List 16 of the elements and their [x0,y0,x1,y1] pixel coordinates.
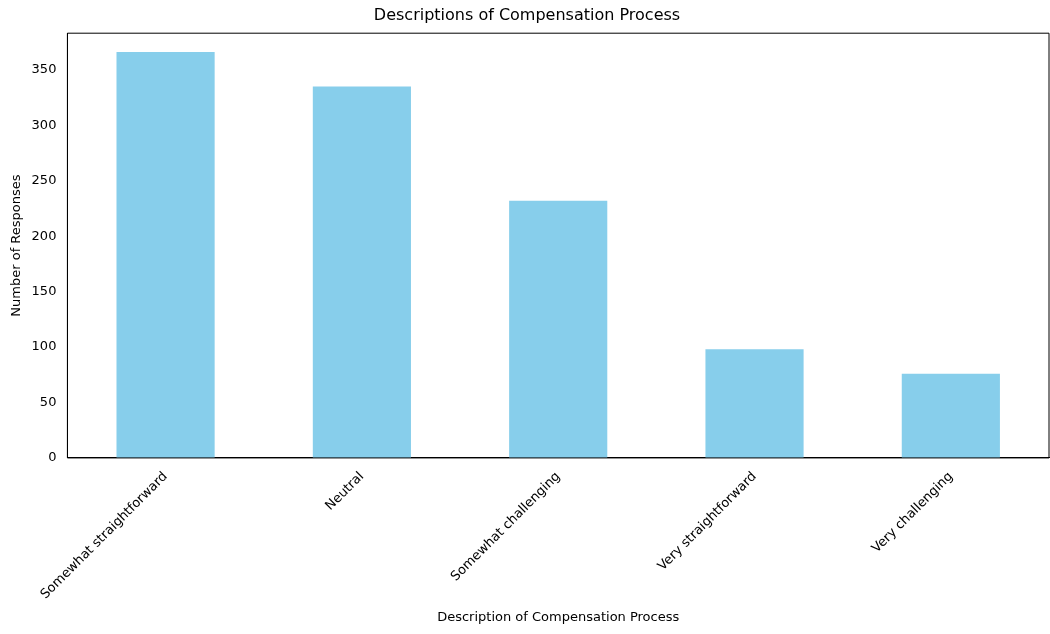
bar [116,52,215,458]
y-tick-label: 350 [31,61,57,77]
y-tick-label: 0 [48,449,57,465]
chart-title: Descriptions of Compensation Process [373,4,681,24]
y-tick-label: 300 [31,116,57,132]
x-axis-title: Description of Compensation Process [437,608,680,624]
bar [509,200,608,458]
y-tick-label: 200 [31,227,57,243]
y-axis-title: Number of Responses [8,174,24,317]
bar [312,86,411,458]
y-tick-label: 250 [31,172,57,188]
y-tick-label: 150 [31,282,57,298]
y-tick-label: 50 [39,393,57,409]
bar [705,349,804,458]
y-tick-label: 100 [31,338,57,354]
bar [901,373,1000,458]
